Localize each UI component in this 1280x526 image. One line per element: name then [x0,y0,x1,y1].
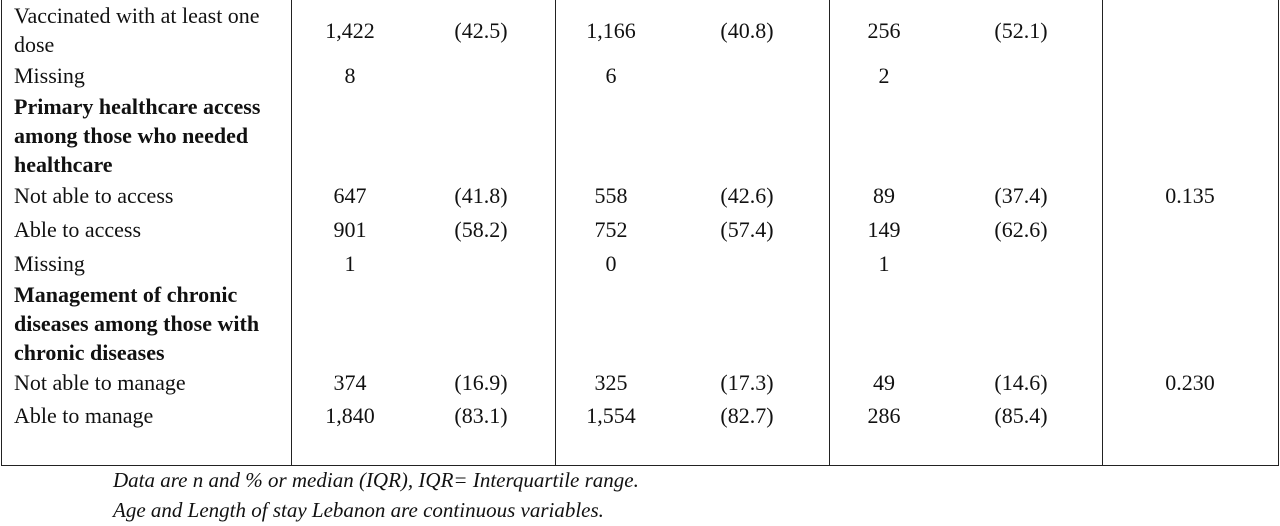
percent-cell: (58.2) [454,216,508,242]
row-label: Missing [14,63,85,88]
p-value: 0.135 [1165,182,1215,208]
row-label: Not able to access [14,183,174,208]
percent-cell: (17.3) [720,369,774,395]
percent-cell: (82.7) [720,402,774,428]
table-border [1,0,2,465]
footnote: Data are n and % or median (IQR), IQR= I… [113,468,639,492]
row-label: Able to access [14,217,142,242]
row-label: Able to manage [14,403,154,428]
count-cell: 1,554 [586,402,636,428]
count-cell: 558 [594,182,628,208]
count-cell: 752 [594,216,628,242]
count-cell: 0 [605,250,617,276]
row-label: Missing [14,251,85,276]
table-bottom-border [1,465,1279,466]
column-divider [555,0,556,465]
count-cell: 256 [867,17,901,43]
count-cell: 286 [867,402,901,428]
count-cell: 6 [605,62,617,88]
count-cell: 49 [873,369,895,395]
percent-cell: (41.8) [454,182,508,208]
percent-cell: (42.6) [720,182,774,208]
count-cell: 374 [333,369,367,395]
percent-cell: (52.1) [994,17,1048,43]
count-cell: 325 [594,369,628,395]
percent-cell: (83.1) [454,402,508,428]
section-heading: Management of chronic diseases among tho… [14,282,260,365]
percent-cell: (85.4) [994,402,1048,428]
row-label: Not able to manage [14,370,186,395]
percent-cell: (62.6) [994,216,1048,242]
footnote: Age and Length of stay Lebanon are conti… [113,498,604,522]
count-cell: 2 [878,62,890,88]
count-cell: 89 [873,182,895,208]
column-divider [1102,0,1103,465]
column-divider [829,0,830,465]
count-cell: 1,840 [325,402,375,428]
count-cell: 1 [344,250,356,276]
p-value: 0.230 [1165,369,1215,395]
percent-cell: (40.8) [720,17,774,43]
percent-cell: (14.6) [994,369,1048,395]
count-cell: 1,422 [325,17,375,43]
count-cell: 1,166 [586,17,636,43]
row-label: Vaccinated with at least one dose [14,3,260,57]
percent-cell: (42.5) [454,17,508,43]
percent-cell: (16.9) [454,369,508,395]
percent-cell: (57.4) [720,216,774,242]
count-cell: 647 [333,182,367,208]
percent-cell: (37.4) [994,182,1048,208]
count-cell: 901 [333,216,367,242]
table-border [1278,0,1279,465]
count-cell: 8 [344,62,356,88]
count-cell: 149 [867,216,901,242]
column-divider [291,0,292,465]
count-cell: 1 [878,250,890,276]
section-heading: Primary healthcare access among those wh… [14,94,261,177]
